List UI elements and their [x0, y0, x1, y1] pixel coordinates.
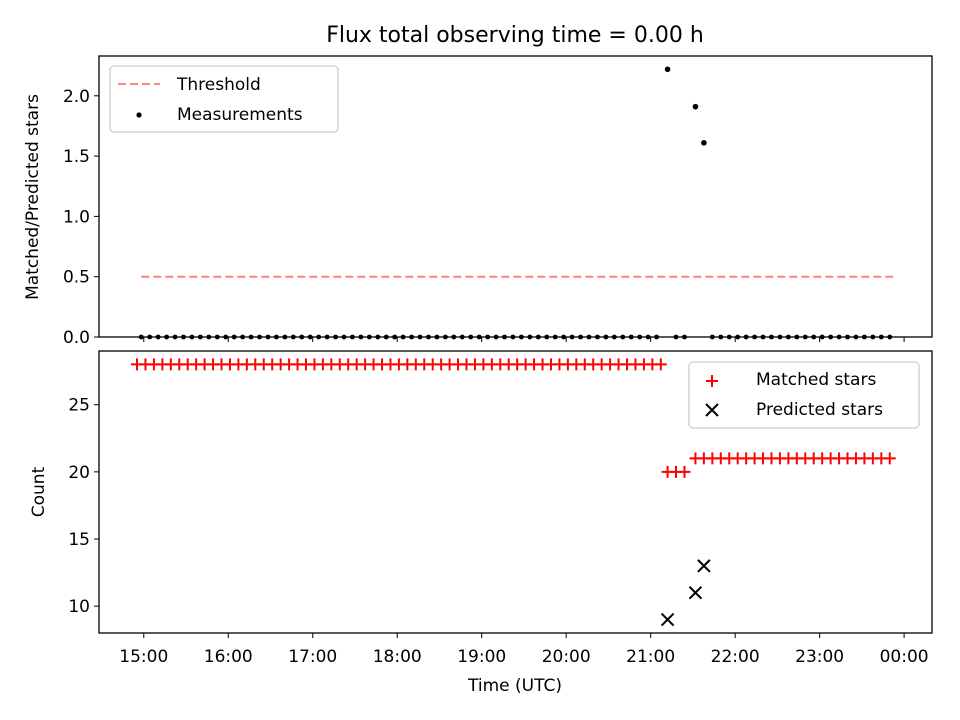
- predicted-legend-marker: [705, 403, 719, 417]
- x-tick-label: 21:00: [626, 647, 675, 667]
- bottom-y-tick-label: 10: [68, 597, 90, 617]
- bottom-y-tick-label: 15: [68, 530, 90, 550]
- x-tick-label: 23:00: [795, 647, 844, 667]
- bottom-y-tick-label: 25: [68, 396, 90, 416]
- measurements-legend-label: Measurements: [177, 105, 303, 125]
- top-y-axis-label: Matched/Predicted stars: [23, 94, 43, 300]
- top-legend: Threshold Measurements: [109, 65, 339, 133]
- top-legend-box: [109, 65, 339, 133]
- bottom-y-axis-label: Count: [29, 466, 49, 517]
- matched-star-marker: [654, 358, 667, 371]
- matched-legend-marker: [706, 375, 718, 387]
- chart-title: Flux total observing time = 0.00 h: [326, 23, 704, 48]
- top-y-tick-label: 0.0: [63, 328, 90, 348]
- measurement-point: [664, 66, 671, 73]
- x-tick-label: 18:00: [373, 647, 422, 667]
- x-tick-label: 00:00: [880, 647, 929, 667]
- x-tick-label: 15:00: [119, 647, 168, 667]
- top-y-tick-label: 0.5: [63, 268, 90, 288]
- matched-star-marker: [678, 465, 691, 478]
- top-y-tick-label: 2.0: [63, 87, 90, 107]
- x-tick-label: 16:00: [204, 647, 253, 667]
- measurement-point: [701, 140, 707, 146]
- bottom-plot-area: 15:00 16:00 17:00 18:00 19:00 20:00 21:00 22:00…: [68, 358, 929, 667]
- matched-star-marker: [883, 452, 896, 465]
- threshold-legend-label: Threshold: [176, 75, 261, 95]
- x-tick-label: 19:00: [457, 647, 506, 667]
- top-axes-frame: [98, 55, 933, 338]
- predicted-star-marker: [688, 586, 703, 600]
- x-axis-label: Time (UTC): [467, 676, 562, 696]
- bottom-y-tick-label: 20: [68, 463, 90, 483]
- x-tick-label: 20:00: [542, 647, 591, 667]
- bottom-legend-box: [688, 361, 920, 429]
- measurements-legend-marker: [136, 112, 142, 118]
- top-y-tick-label: 1.5: [63, 147, 90, 167]
- x-tick-label: 22:00: [711, 647, 760, 667]
- predicted-star-marker: [660, 612, 675, 627]
- bottom-axes-frame: [98, 350, 933, 634]
- bottom-legend: Matched stars Predicted stars: [688, 361, 920, 429]
- predicted-star-marker: [697, 559, 711, 573]
- x-tick-label: 17:00: [288, 647, 337, 667]
- matched-legend-label: Matched stars: [756, 370, 876, 390]
- predicted-legend-label: Predicted stars: [756, 400, 883, 420]
- measurement-point: [692, 103, 699, 110]
- top-y-tick-label: 1.0: [63, 207, 90, 227]
